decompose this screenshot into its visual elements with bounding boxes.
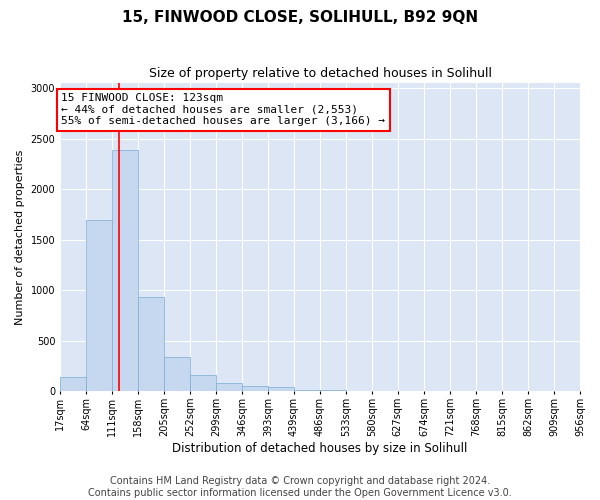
Title: Size of property relative to detached houses in Solihull: Size of property relative to detached ho… xyxy=(149,68,491,80)
Bar xyxy=(86,220,112,392)
Bar xyxy=(190,375,216,392)
Text: 15 FINWOOD CLOSE: 123sqm
← 44% of detached houses are smaller (2,553)
55% of sem: 15 FINWOOD CLOSE: 123sqm ← 44% of detach… xyxy=(61,93,385,126)
X-axis label: Distribution of detached houses by size in Solihull: Distribution of detached houses by size … xyxy=(172,442,468,455)
Y-axis label: Number of detached properties: Number of detached properties xyxy=(15,150,25,325)
Bar xyxy=(112,150,138,392)
Bar xyxy=(164,357,190,392)
Bar xyxy=(60,377,86,392)
Bar xyxy=(294,390,320,392)
Bar xyxy=(320,390,346,392)
Bar xyxy=(242,386,268,392)
Bar xyxy=(138,298,164,392)
Bar xyxy=(346,391,372,392)
Bar xyxy=(268,387,295,392)
Bar xyxy=(372,391,398,392)
Text: 15, FINWOOD CLOSE, SOLIHULL, B92 9QN: 15, FINWOOD CLOSE, SOLIHULL, B92 9QN xyxy=(122,10,478,25)
Bar xyxy=(216,384,242,392)
Text: Contains HM Land Registry data © Crown copyright and database right 2024.
Contai: Contains HM Land Registry data © Crown c… xyxy=(88,476,512,498)
